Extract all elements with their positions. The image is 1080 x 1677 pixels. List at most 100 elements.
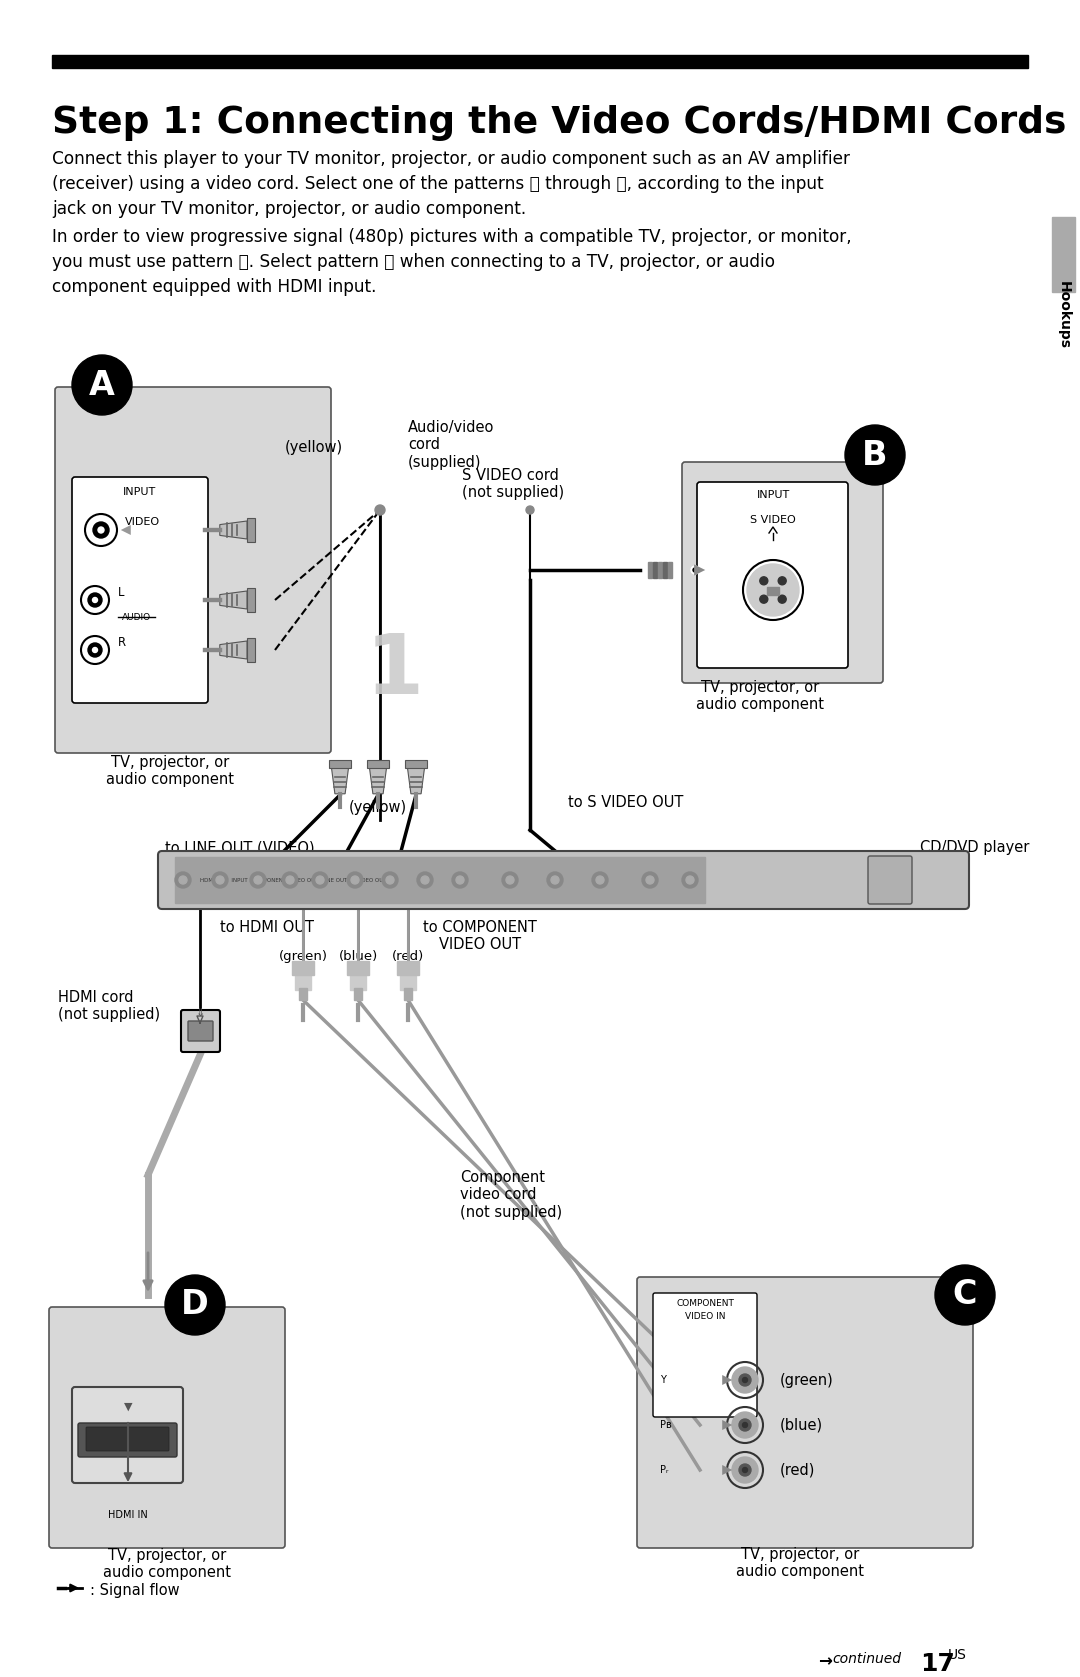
Circle shape — [254, 875, 262, 884]
Text: L: L — [118, 585, 124, 599]
FancyBboxPatch shape — [49, 1306, 285, 1548]
FancyBboxPatch shape — [181, 1010, 220, 1051]
Bar — [397, 961, 419, 974]
Circle shape — [93, 647, 97, 652]
Text: you must use pattern Ⓒ. Select pattern ⓓ when connecting to a TV, projector, or : you must use pattern Ⓒ. Select pattern ⓓ… — [52, 253, 775, 272]
Circle shape — [386, 875, 394, 884]
Polygon shape — [332, 768, 349, 793]
FancyBboxPatch shape — [158, 850, 969, 909]
Bar — [669, 562, 672, 579]
FancyBboxPatch shape — [72, 476, 208, 703]
Circle shape — [743, 1467, 747, 1472]
Text: to LINE OUT (VIDEO): to LINE OUT (VIDEO) — [165, 840, 314, 855]
Text: HDMI OUT  INPUT  COMPONENT VIDEO OUT  LINE OUT  S VIDEO OUT: HDMI OUT INPUT COMPONENT VIDEO OUT LINE … — [200, 877, 387, 882]
Text: US: US — [948, 1648, 967, 1662]
Circle shape — [693, 569, 697, 572]
Polygon shape — [247, 639, 255, 662]
Circle shape — [642, 872, 658, 889]
Text: Y: Y — [660, 1375, 666, 1385]
Bar — [347, 961, 369, 974]
Circle shape — [691, 567, 699, 574]
Polygon shape — [247, 518, 255, 542]
Text: VIDEO IN: VIDEO IN — [685, 1311, 726, 1321]
Text: →: → — [818, 1652, 832, 1670]
FancyBboxPatch shape — [653, 1293, 757, 1417]
Circle shape — [732, 1367, 758, 1394]
Polygon shape — [220, 590, 247, 609]
Circle shape — [760, 577, 768, 585]
Text: TV, projector, or
audio component: TV, projector, or audio component — [103, 1548, 231, 1580]
Circle shape — [216, 875, 224, 884]
Circle shape — [98, 527, 104, 533]
Text: INPUT: INPUT — [123, 486, 157, 496]
Bar — [52, 55, 1028, 69]
Text: : Signal flow: : Signal flow — [90, 1583, 179, 1598]
Text: Step 1: Connecting the Video Cords/HDMI Cords: Step 1: Connecting the Video Cords/HDMI … — [52, 106, 1066, 141]
Circle shape — [760, 595, 768, 604]
Circle shape — [596, 875, 604, 884]
Circle shape — [743, 1377, 747, 1382]
Polygon shape — [367, 760, 389, 768]
Circle shape — [87, 642, 102, 657]
Text: (green): (green) — [279, 949, 327, 963]
Text: INPUT: INPUT — [756, 490, 789, 500]
Bar — [767, 587, 779, 595]
Text: Pᵣ: Pᵣ — [660, 1466, 669, 1476]
Bar — [653, 562, 657, 579]
Bar — [648, 562, 651, 579]
Bar — [404, 988, 411, 999]
Circle shape — [686, 875, 694, 884]
Polygon shape — [220, 641, 247, 659]
Polygon shape — [407, 768, 424, 793]
Circle shape — [93, 522, 109, 538]
Circle shape — [551, 875, 559, 884]
Text: 1: 1 — [366, 629, 424, 711]
Text: Connect this player to your TV monitor, projector, or audio component such as an: Connect this player to your TV monitor, … — [52, 149, 850, 168]
Circle shape — [732, 1412, 758, 1437]
Bar — [292, 961, 314, 974]
FancyBboxPatch shape — [868, 855, 912, 904]
Text: AUDIO: AUDIO — [121, 614, 150, 622]
Bar — [400, 968, 416, 989]
FancyBboxPatch shape — [697, 481, 848, 667]
Circle shape — [747, 563, 799, 615]
Text: Component
video cord
(not supplied): Component video cord (not supplied) — [460, 1171, 562, 1219]
Circle shape — [502, 872, 518, 889]
Circle shape — [93, 597, 97, 602]
Circle shape — [165, 1275, 225, 1335]
Text: A: A — [89, 369, 114, 401]
Bar — [350, 968, 366, 989]
Circle shape — [456, 875, 464, 884]
Text: HDMI cord
(not supplied): HDMI cord (not supplied) — [58, 989, 160, 1023]
Bar — [1052, 216, 1075, 292]
Text: R: R — [118, 636, 126, 649]
Circle shape — [249, 872, 266, 889]
Circle shape — [779, 595, 786, 604]
Circle shape — [417, 872, 433, 889]
Circle shape — [732, 1457, 758, 1482]
Circle shape — [212, 872, 228, 889]
Text: Hookups: Hookups — [1056, 282, 1070, 349]
Text: D: D — [181, 1288, 208, 1321]
Circle shape — [845, 424, 905, 485]
Circle shape — [421, 875, 429, 884]
Circle shape — [739, 1373, 751, 1385]
Text: TV, projector, or
audio component: TV, projector, or audio component — [696, 679, 824, 713]
Circle shape — [72, 356, 132, 414]
Circle shape — [739, 1464, 751, 1476]
Text: TV, projector, or
audio component: TV, projector, or audio component — [106, 755, 234, 788]
Text: (yellow): (yellow) — [285, 439, 343, 454]
Circle shape — [375, 505, 384, 515]
FancyBboxPatch shape — [72, 1387, 183, 1482]
Circle shape — [646, 875, 654, 884]
Text: component equipped with HDMI input.: component equipped with HDMI input. — [52, 278, 377, 297]
Circle shape — [935, 1264, 995, 1325]
Circle shape — [87, 594, 102, 607]
Text: B: B — [862, 438, 888, 471]
Text: ▼: ▼ — [124, 1402, 132, 1412]
Bar — [299, 988, 307, 999]
Circle shape — [592, 872, 608, 889]
FancyBboxPatch shape — [78, 1424, 177, 1457]
Text: (red): (red) — [780, 1462, 815, 1477]
Text: 17: 17 — [920, 1652, 955, 1675]
